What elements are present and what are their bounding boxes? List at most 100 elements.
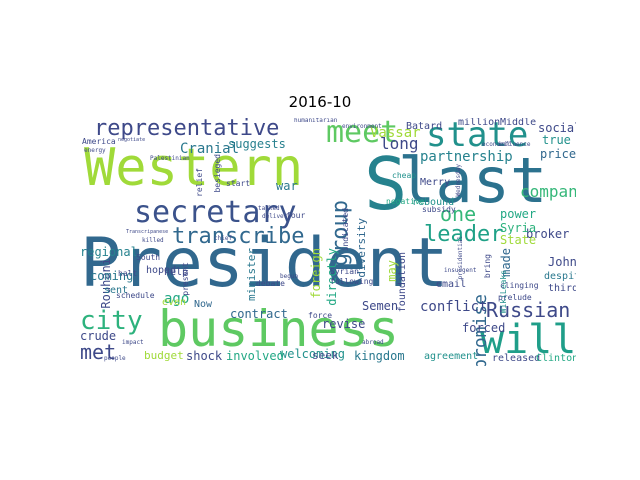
word-cloud-word: bring — [483, 254, 492, 279]
word-cloud-word: last — [398, 144, 548, 217]
word-cloud-word: foreign — [309, 248, 323, 299]
word-cloud-word: Western — [84, 138, 304, 198]
word-cloud-word: indicated — [341, 208, 350, 252]
word-cloud-word: seek — [312, 349, 339, 362]
word-cloud-word: Russian — [486, 298, 571, 322]
word-cloud-word: influence — [498, 141, 531, 148]
word-cloud-word: debate — [256, 279, 285, 288]
word-cloud-word: broker — [526, 227, 570, 241]
word-cloud-word: Now — [194, 299, 213, 310]
word-cloud-word: state — [426, 118, 529, 155]
word-cloud-word: relief — [195, 168, 204, 197]
word-cloud-word: crude — [80, 329, 117, 343]
word-cloud-word: secretary — [134, 195, 297, 230]
word-cloud-word: even — [162, 297, 187, 308]
word-cloud-word: subsidy — [422, 205, 456, 214]
word-cloud-word: power — [500, 207, 537, 221]
word-cloud-word: America — [82, 137, 116, 146]
word-cloud-word: chief — [214, 235, 233, 242]
word-cloud-word: transcribe — [172, 224, 305, 249]
word-cloud-word: released — [492, 353, 541, 364]
word-cloud-word: revise — [322, 317, 366, 331]
word-cloud-word: representative — [94, 118, 280, 141]
word-cloud-word: business — [158, 300, 399, 358]
word-cloud-word: Middle — [500, 118, 537, 128]
word-cloud-word: Palestinian — [150, 155, 190, 162]
word-cloud-word: Wednesday — [455, 164, 462, 197]
word-cloud-word: besieged — [213, 154, 222, 193]
word-cloud-word: Transcripanese — [126, 229, 169, 235]
word-cloud-word: sent — [104, 285, 129, 296]
word-cloud-word: delivery — [262, 213, 291, 220]
word-cloud-word: hoped — [146, 265, 177, 276]
word-cloud-word: one — [440, 202, 477, 226]
word-cloud-word: leader — [424, 222, 504, 247]
word-cloud-word: Merry — [420, 177, 451, 188]
word-cloud-word: abroad — [362, 339, 384, 346]
word-cloud-word: despite — [544, 271, 576, 282]
word-cloud-word: ago — [164, 291, 190, 307]
word-cloud-word: welcoming — [280, 347, 346, 361]
word-cloud-word: people — [104, 355, 126, 362]
word-cloud-word: energy — [84, 147, 106, 154]
word-cloud-word: suggests — [228, 137, 286, 151]
word-cloud-word: four — [286, 211, 306, 220]
word-cloud-word: WikiLeaks — [499, 270, 508, 314]
word-cloud-word: help — [164, 267, 189, 278]
word-cloud-word: Syrian — [330, 267, 359, 276]
word-cloud-word: halt — [118, 269, 138, 278]
word-cloud-word: negative — [386, 197, 425, 206]
chart-title: 2016-10 — [288, 93, 352, 111]
word-cloud-word: economic — [482, 141, 511, 148]
word-cloud-word: minister — [245, 248, 258, 301]
word-cloud-word: will — [480, 317, 576, 363]
word-cloud-word: John — [548, 255, 576, 269]
word-cloud-word: negotiate — [118, 137, 146, 143]
word-cloud-word: Cranial — [180, 141, 240, 157]
word-cloud-word: forced — [462, 321, 506, 335]
word-cloud-word: environment — [342, 123, 382, 130]
word-cloud-word: true — [542, 133, 571, 147]
word-cloud-word: Vassar — [370, 125, 421, 141]
word-cloud-word: conflict — [420, 299, 488, 315]
word-cloud-word: Clinton — [536, 353, 576, 364]
word-cloud-word: foundation — [397, 252, 408, 313]
word-cloud-word: budget — [144, 349, 184, 362]
word-cloud-word: contract — [230, 307, 288, 321]
word-cloud-word: South — [136, 253, 161, 262]
word-cloud-word: may — [385, 260, 399, 282]
word-cloud-word: present — [181, 262, 190, 296]
word-cloud-word: prelude — [498, 293, 532, 302]
word-cloud-word: agreement — [424, 351, 479, 362]
word-cloud-word: Semen — [362, 299, 399, 313]
word-cloud-word: Syria — [500, 221, 537, 235]
word-cloud-word: impact — [122, 339, 144, 346]
word-cloud-word: third — [548, 283, 576, 294]
word-cloud-word: following — [330, 277, 374, 286]
word-cloud-word: begun — [280, 273, 299, 280]
word-cloud-word: million — [458, 118, 501, 128]
word-cloud: President business Western last secretary sta… — [80, 118, 576, 366]
word-cloud-word: President — [80, 224, 449, 303]
word-cloud-word: long — [380, 134, 419, 153]
word-cloud-word: kingdom — [354, 349, 405, 363]
word-cloud-word: Rouhani — [99, 258, 113, 309]
word-cloud-word: force — [308, 311, 333, 320]
word-cloud-word: talked — [258, 205, 280, 212]
word-cloud-word: city — [80, 306, 143, 336]
word-cloud-word: insurgent — [444, 267, 477, 274]
word-cloud-word: schedule — [116, 291, 155, 300]
word-cloud-word: Batard — [406, 121, 443, 132]
word-cloud-word: coming — [90, 269, 134, 283]
word-cloud-word: regional — [80, 245, 138, 259]
word-cloud-word: start — [226, 179, 251, 188]
word-cloud-word: humanitarian — [294, 118, 338, 124]
word-cloud-word: killed — [142, 237, 164, 244]
word-cloud-word: price — [540, 147, 576, 161]
word-cloud-word: partnership — [420, 149, 513, 165]
word-cloud-word: company — [520, 182, 576, 201]
word-cloud-word: meet — [326, 118, 399, 150]
word-cloud-word: clinging — [500, 281, 539, 290]
word-cloud-word: rebound — [412, 197, 455, 208]
word-cloud-word: State — [500, 233, 537, 247]
